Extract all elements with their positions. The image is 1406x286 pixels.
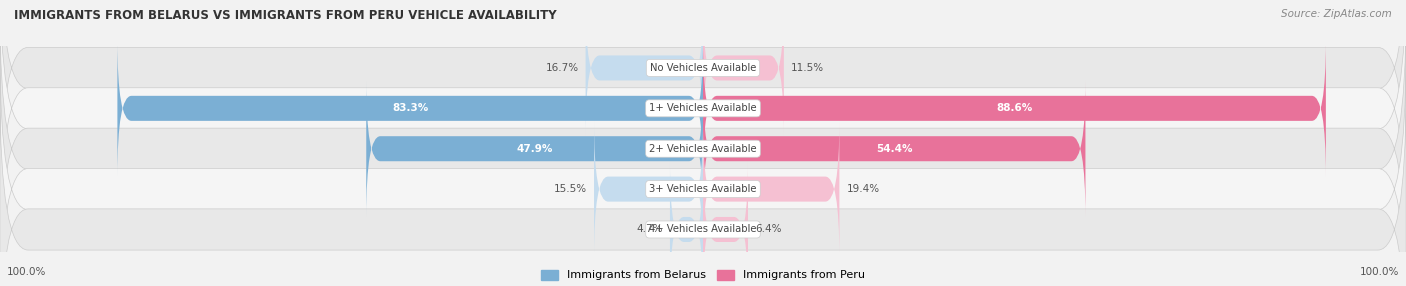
- Text: 15.5%: 15.5%: [554, 184, 588, 194]
- Text: 4+ Vehicles Available: 4+ Vehicles Available: [650, 225, 756, 235]
- Text: 83.3%: 83.3%: [392, 103, 429, 113]
- Text: 100.0%: 100.0%: [7, 267, 46, 277]
- Text: 4.7%: 4.7%: [637, 225, 664, 235]
- FancyBboxPatch shape: [703, 161, 748, 286]
- Text: No Vehicles Available: No Vehicles Available: [650, 63, 756, 73]
- Text: 88.6%: 88.6%: [997, 103, 1032, 113]
- Text: 1+ Vehicles Available: 1+ Vehicles Available: [650, 103, 756, 113]
- FancyBboxPatch shape: [0, 48, 1406, 286]
- FancyBboxPatch shape: [703, 80, 1085, 217]
- Text: 3+ Vehicles Available: 3+ Vehicles Available: [650, 184, 756, 194]
- Text: 54.4%: 54.4%: [876, 144, 912, 154]
- FancyBboxPatch shape: [593, 121, 703, 257]
- FancyBboxPatch shape: [0, 89, 1406, 286]
- FancyBboxPatch shape: [366, 80, 703, 217]
- FancyBboxPatch shape: [117, 40, 703, 176]
- Text: 16.7%: 16.7%: [546, 63, 579, 73]
- FancyBboxPatch shape: [703, 121, 839, 257]
- FancyBboxPatch shape: [586, 0, 703, 136]
- Text: 11.5%: 11.5%: [790, 63, 824, 73]
- Text: IMMIGRANTS FROM BELARUS VS IMMIGRANTS FROM PERU VEHICLE AVAILABILITY: IMMIGRANTS FROM BELARUS VS IMMIGRANTS FR…: [14, 9, 557, 21]
- FancyBboxPatch shape: [703, 40, 1326, 176]
- Text: 6.4%: 6.4%: [755, 225, 782, 235]
- FancyBboxPatch shape: [0, 8, 1406, 286]
- Text: 2+ Vehicles Available: 2+ Vehicles Available: [650, 144, 756, 154]
- Text: 100.0%: 100.0%: [1360, 267, 1399, 277]
- Text: Source: ZipAtlas.com: Source: ZipAtlas.com: [1281, 9, 1392, 19]
- Text: 19.4%: 19.4%: [846, 184, 880, 194]
- FancyBboxPatch shape: [703, 0, 785, 136]
- FancyBboxPatch shape: [0, 0, 1406, 209]
- FancyBboxPatch shape: [0, 0, 1406, 249]
- FancyBboxPatch shape: [669, 161, 703, 286]
- Text: 47.9%: 47.9%: [516, 144, 553, 154]
- Legend: Immigrants from Belarus, Immigrants from Peru: Immigrants from Belarus, Immigrants from…: [541, 270, 865, 281]
